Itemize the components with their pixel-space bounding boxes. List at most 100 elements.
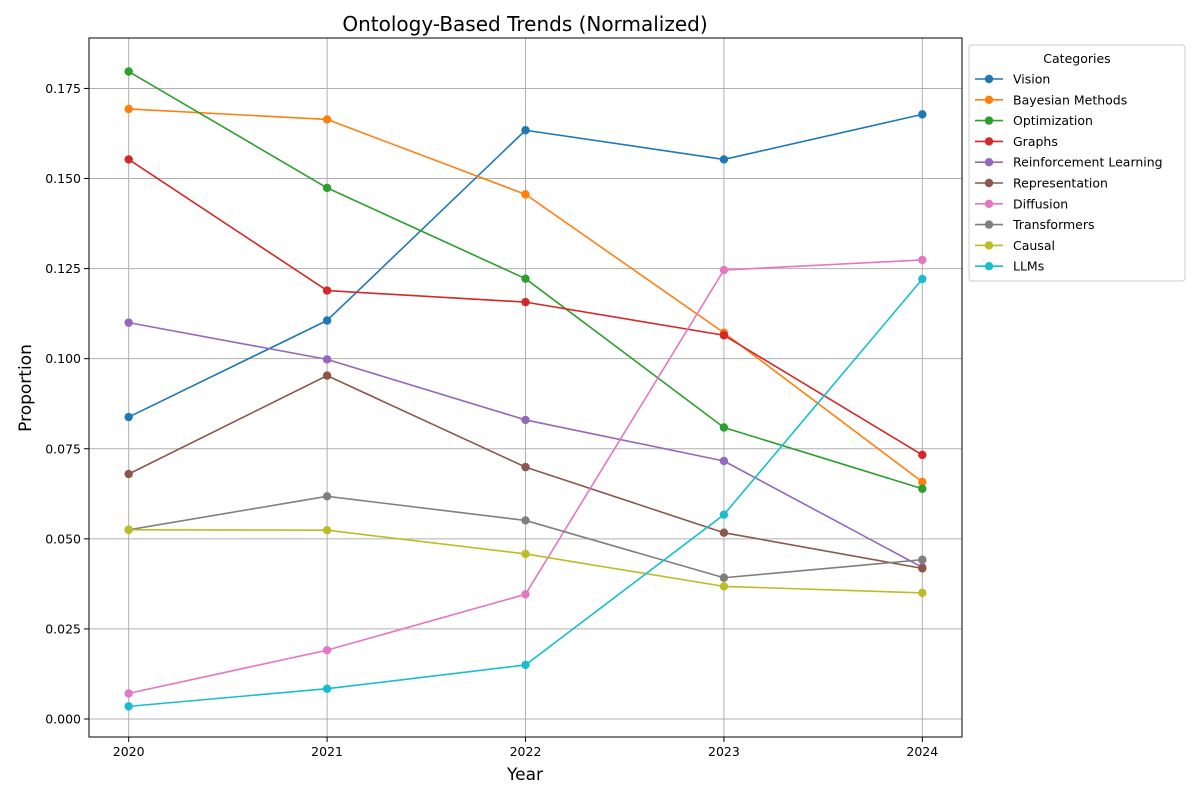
data-point-diffusion [918,255,927,265]
legend: Categories Vision Bayesian Methods Optimiz… [968,44,1186,282]
x-tick-label: 2023 [708,744,740,759]
data-point-llms [322,684,332,693]
data-point-optimization [918,484,927,493]
legend-swatch-marker [984,95,994,105]
data-point-diffusion [719,265,729,275]
data-point-transformers [719,573,729,582]
data-point-graphs [521,297,530,307]
y-tick-label: 0.125 [45,261,81,276]
data-point-causal [124,525,133,535]
series-graphs [124,155,927,460]
data-point-optimization [521,274,530,283]
series-lines [124,67,927,711]
legend-swatch-marker [984,137,994,146]
y-tick-label: 0.075 [45,441,81,456]
series-llms [124,274,927,711]
data-point-optimization [124,67,133,76]
data-point-causal [521,549,530,559]
legend-swatch-marker [984,74,994,84]
data-point-diffusion [124,689,133,698]
legend-label: Causal [1013,238,1055,253]
legend-item-causal: Causal [975,238,1055,253]
series-diffusion [124,255,927,698]
legend-label: LLMs [1013,259,1044,274]
series-vision [124,110,927,422]
y-tick-label: 0.050 [45,531,81,546]
data-point-llms [521,660,530,670]
data-point-bayesian-methods [322,115,332,124]
legend-swatch-marker [984,158,994,167]
legend-swatch-marker [984,220,994,229]
legend-label: Graphs [1013,134,1058,149]
legend-swatch-marker [984,178,994,188]
x-tick-label: 2024 [906,744,938,759]
legend-label: Bayesian Methods [1013,92,1127,107]
data-point-optimization [322,183,332,193]
chart-title: Ontology-Based Trends (Normalized) [342,12,707,36]
data-point-causal [918,588,927,598]
data-point-bayesian-methods [918,477,927,487]
data-point-bayesian-methods [521,190,530,199]
y-tick-label: 0.150 [45,171,81,186]
x-tick-label: 2022 [510,744,542,759]
data-point-optimization [719,423,729,432]
x-axis-label: Year [506,765,543,785]
series-optimization [124,67,927,493]
y-tick-label: 0.000 [45,711,81,726]
data-point-bayesian-methods [124,104,133,114]
legend-label: Optimization [1013,113,1093,128]
data-point-transformers [918,555,927,564]
data-point-reinforcement-learning [322,355,332,364]
data-point-causal [322,525,332,535]
y-tick-label: 0.025 [45,621,81,636]
legend-item-optimization: Optimization [975,113,1093,128]
data-point-vision [918,110,927,119]
data-point-reinforcement-learning [719,456,729,466]
y-axis-label: Proportion [16,344,36,432]
x-tick-label: 2021 [311,744,343,759]
data-point-transformers [521,516,530,525]
legend-title: Categories [1043,51,1110,66]
data-point-graphs [124,155,133,164]
legend-item-bayesian-methods: Bayesian Methods [975,92,1127,107]
legend-item-graphs: Graphs [975,134,1058,149]
x-tick-label: 2020 [113,744,145,759]
data-point-causal [719,582,729,591]
data-point-transformers [322,492,332,501]
data-point-representation [521,462,530,472]
series-representation [124,371,927,573]
legend-item-transformers: Transformers [975,217,1095,232]
data-point-representation [918,564,927,573]
legend-item-representation: Representation [975,176,1108,191]
data-point-reinforcement-learning [521,415,530,425]
data-point-representation [719,528,729,537]
legend-swatch-marker [984,199,994,208]
legend-swatch-marker [984,241,994,250]
data-point-representation [124,469,133,479]
legend-swatch-marker [984,262,994,271]
data-point-diffusion [322,645,332,655]
y-tick-label: 0.100 [45,351,81,366]
legend-label: Representation [1013,176,1108,191]
grid-lines [89,38,962,737]
legend-label: Reinforcement Learning [1013,155,1163,170]
data-point-diffusion [521,590,530,599]
data-point-llms [918,274,927,284]
data-point-vision [124,412,133,422]
legend-item-llms: LLMs [975,259,1044,274]
legend-box [968,44,1186,282]
data-point-vision [719,155,729,164]
legend-item-reinforcement-learning: Reinforcement Learning [975,155,1163,170]
y-tick-label: 0.175 [45,81,81,96]
data-point-graphs [918,450,927,460]
data-point-vision [521,126,530,135]
legend-item-diffusion: Diffusion [975,196,1068,211]
series-causal [124,525,927,598]
series-transformers [124,492,927,582]
legend-label: Diffusion [1013,196,1068,211]
data-point-llms [124,702,133,711]
axes: 2020 2021 2022 2023 2024 0.000 0.025 0.050 0.075… [45,81,938,759]
data-point-reinforcement-learning [124,318,133,327]
data-point-llms [719,510,729,519]
